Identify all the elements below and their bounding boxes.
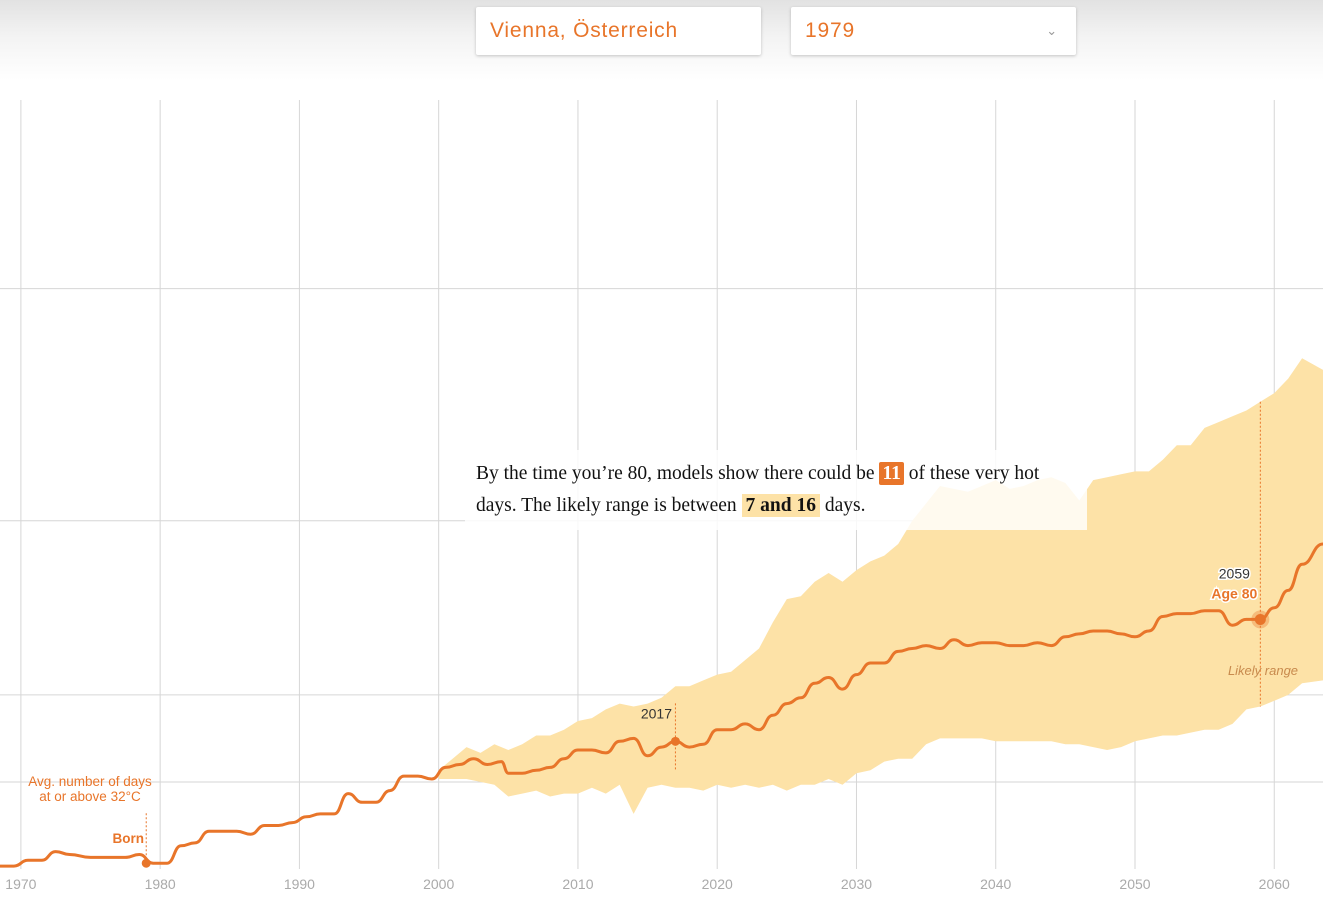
likely-range-highlight: 7 and 16 [741, 494, 820, 517]
age80-marker [1254, 613, 1266, 625]
summary-sentence: By the time you’re 80, models show there… [465, 450, 1087, 530]
x-tick-label-2050: 2050 [1119, 876, 1150, 892]
markers: Born 2017 2059 Age 80 [112, 401, 1270, 868]
projected-days-badge: 11 [879, 462, 904, 485]
likely-range-label: Likely range [1228, 663, 1298, 678]
avg-days-label-line2: at or above 32°C [39, 789, 141, 804]
current-year-marker [670, 736, 680, 746]
x-axis-ticks: 1970 1980 1990 2000 2010 2020 2030 2040 2050 2060 [5, 876, 1290, 892]
sentence-part2: of these very hot days. The likely range… [476, 463, 1040, 516]
age80-label: Age 80 [1211, 585, 1257, 601]
x-tick-label-2060: 2060 [1259, 876, 1290, 892]
current-year-label: 2017 [641, 705, 672, 721]
avg-days-label-line1: Avg. number of days [28, 774, 152, 789]
x-tick-label-2040: 2040 [980, 876, 1011, 892]
average-days-line [0, 542, 1323, 868]
x-tick-label-1980: 1980 [145, 876, 176, 892]
x-tick-label-2010: 2010 [562, 876, 593, 892]
x-tick-label-2000: 2000 [423, 876, 454, 892]
location-input-value: Vienna, Österreich [490, 19, 678, 42]
born-label: Born [112, 831, 144, 846]
age80-year-label: 2059 [1219, 565, 1250, 581]
x-tick-label-1990: 1990 [284, 876, 315, 892]
birth-year-value: 1979 [805, 19, 855, 42]
birth-year-select[interactable]: 1979 ⌄ [791, 7, 1076, 55]
likely-range-band [438, 358, 1323, 814]
x-tick-label-2030: 2030 [841, 876, 872, 892]
annotations: Avg. number of days at or above 32°C Lik… [28, 663, 1298, 804]
x-tick-label-1970: 1970 [5, 876, 36, 892]
sentence-part1: By the time you’re 80, models show there… [476, 463, 880, 484]
sentence-part3: days. [819, 495, 866, 516]
location-search-input[interactable]: Vienna, Österreich [476, 7, 761, 55]
x-tick-label-2020: 2020 [702, 876, 733, 892]
chevron-down-icon[interactable]: ⌄ [1046, 23, 1058, 38]
born-marker [141, 858, 151, 868]
